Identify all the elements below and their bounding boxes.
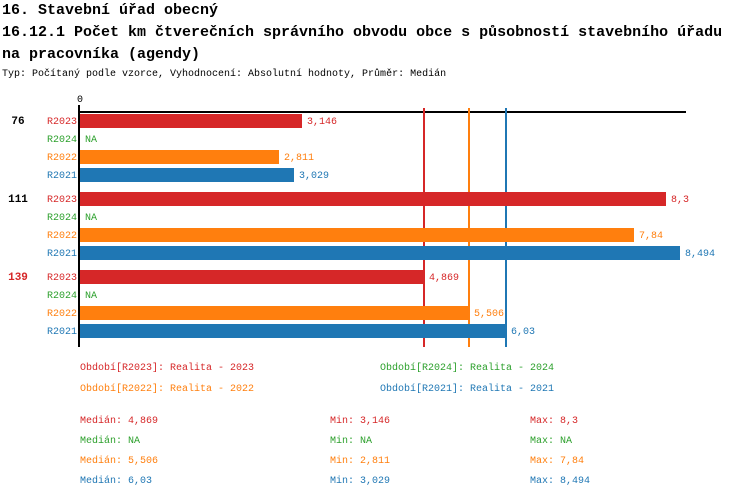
series-row-label: R2021: [46, 171, 77, 182]
axis-zero-label: 0: [76, 95, 83, 106]
group-id-label: 76: [11, 116, 25, 128]
report-subtitle-cont: na pracovníka (agendy): [2, 46, 201, 63]
bar-value-label: 2,811: [284, 153, 315, 164]
report-title: 16. Stavební úřad obecný: [2, 2, 219, 19]
stats-median-R2021: Medián: 6,03: [80, 476, 153, 487]
stats-min-R2024: Min: NA: [330, 436, 373, 447]
median-line-R2021: [505, 108, 507, 347]
series-row-label: R2023: [46, 117, 77, 128]
bar-value-label: 8,494: [685, 249, 716, 260]
bar: [80, 168, 294, 182]
bar: [80, 270, 424, 284]
bar-value-label: 3,029: [299, 171, 330, 182]
series-row-label: R2022: [46, 231, 77, 242]
median-line-R2022: [468, 108, 470, 347]
bar: [80, 114, 302, 128]
y-axis-line: [78, 105, 80, 347]
legend-item-R2022: Období[R2022]: Realita - 2022: [80, 384, 255, 395]
stats-max-R2023: Max: 8,3: [530, 416, 579, 427]
stats-min-R2023: Min: 3,146: [330, 416, 391, 427]
bar-value-label: 8,3: [671, 195, 690, 206]
stats-max-R2024: Max: NA: [530, 436, 573, 447]
stats-median-R2024: Medián: NA: [80, 436, 141, 447]
report-subtitle: 16.12.1 Počet km čtverečních správního o…: [2, 24, 723, 41]
median-line-R2023: [423, 108, 425, 347]
stats-max-R2021: Max: 8,494: [530, 476, 591, 487]
series-row-label: R2024: [46, 135, 77, 146]
stats-min-R2022: Min: 2,811: [330, 456, 391, 467]
bar: [80, 150, 279, 164]
x-axis-line: [79, 111, 686, 113]
series-row-label: R2022: [46, 309, 77, 320]
series-row-label: R2021: [46, 249, 77, 260]
series-row-label: R2023: [46, 273, 77, 284]
bar-na-label: NA: [85, 135, 98, 146]
series-row-label: R2024: [46, 213, 77, 224]
stats-median-R2022: Medián: 5,506: [80, 456, 159, 467]
series-row-label: R2023: [46, 195, 77, 206]
group-id-label: 111: [8, 194, 28, 206]
stats-median-R2023: Medián: 4,869: [80, 416, 159, 427]
bar-value-label: 4,869: [429, 273, 460, 284]
bar-value-label: 5,506: [474, 309, 505, 320]
bar: [80, 246, 680, 260]
bar: [80, 228, 634, 242]
bar: [80, 306, 469, 320]
stats-min-R2021: Min: 3,029: [330, 476, 391, 487]
report-meta: Typ: Počítaný podle vzorce, Vyhodnocení:…: [2, 69, 447, 80]
series-row-label: R2022: [46, 153, 77, 164]
bar-value-label: 7,84: [639, 231, 664, 242]
legend-item-R2023: Období[R2023]: Realita - 2023: [80, 363, 255, 374]
bar-na-label: NA: [85, 291, 98, 302]
bar: [80, 324, 506, 338]
stats-max-R2022: Max: 7,84: [530, 456, 585, 467]
series-row-label: R2021: [46, 327, 77, 338]
bar-value-label: 6,03: [511, 327, 536, 338]
series-row-label: R2024: [46, 291, 77, 302]
group-id-label: 139: [8, 272, 28, 284]
legend-item-R2024: Období[R2024]: Realita - 2024: [380, 363, 555, 374]
bar-na-label: NA: [85, 213, 98, 224]
legend-item-R2021: Období[R2021]: Realita - 2021: [380, 384, 555, 395]
bar: [80, 192, 666, 206]
bar-value-label: 3,146: [307, 117, 338, 128]
